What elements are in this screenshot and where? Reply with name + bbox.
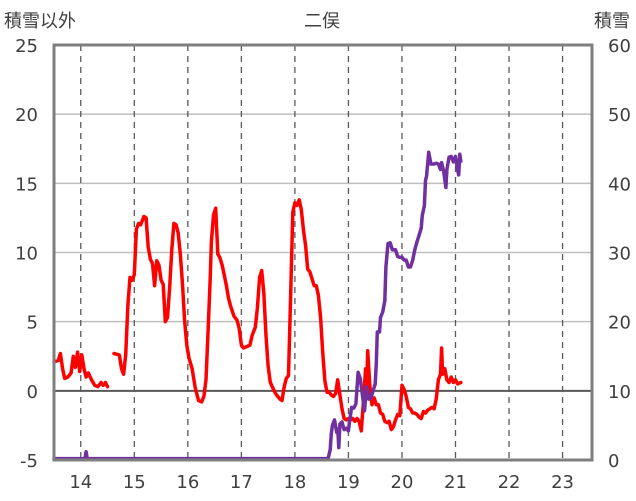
right-tick-label: 40: [608, 174, 631, 195]
red-series-line: [112, 198, 463, 433]
x-axis-ticks: 14 15 16 17 18 19 20 21 22 23: [69, 472, 574, 493]
x-tick-label: 15: [123, 472, 146, 493]
left-tick-label: 10: [15, 244, 38, 265]
left-axis-ticks: -5 0 5 10 15 20 25: [15, 36, 38, 472]
right-tick-label: 0: [608, 451, 619, 472]
x-tick-label: 19: [337, 472, 360, 493]
left-tick-label: 0: [27, 382, 38, 403]
right-tick-label: 20: [608, 313, 631, 334]
x-tick-label: 23: [551, 472, 574, 493]
x-tick-label: 22: [498, 472, 521, 493]
right-tick-label: 10: [608, 382, 631, 403]
red-series-line: [52, 350, 105, 389]
red-series-line: [103, 380, 110, 389]
x-tick-label: 21: [444, 472, 467, 493]
right-tick-label: 60: [608, 36, 631, 57]
left-tick-label: -5: [20, 451, 38, 472]
left-axis-label: 積雪以外: [4, 11, 76, 32]
left-tick-label: 15: [15, 174, 38, 195]
x-tick-label: 16: [176, 472, 199, 493]
right-axis-label: 積雪: [594, 11, 630, 32]
purple-series-line: [52, 150, 463, 461]
x-tick-label: 18: [283, 472, 306, 493]
right-tick-label: 30: [608, 244, 631, 265]
x-tick-label: 20: [391, 472, 414, 493]
plot-frame: [52, 43, 594, 462]
left-tick-label: 20: [15, 105, 38, 126]
chart-title: 二俣: [304, 11, 340, 32]
left-tick-label: 5: [27, 313, 38, 334]
series-group: [52, 150, 463, 461]
x-tick-label: 14: [69, 472, 92, 493]
right-tick-label: 50: [608, 105, 631, 126]
right-axis-ticks: 0 10 20 30 40 50 60: [608, 36, 631, 472]
x-tick-label: 17: [230, 472, 253, 493]
left-tick-label: 25: [15, 36, 38, 57]
